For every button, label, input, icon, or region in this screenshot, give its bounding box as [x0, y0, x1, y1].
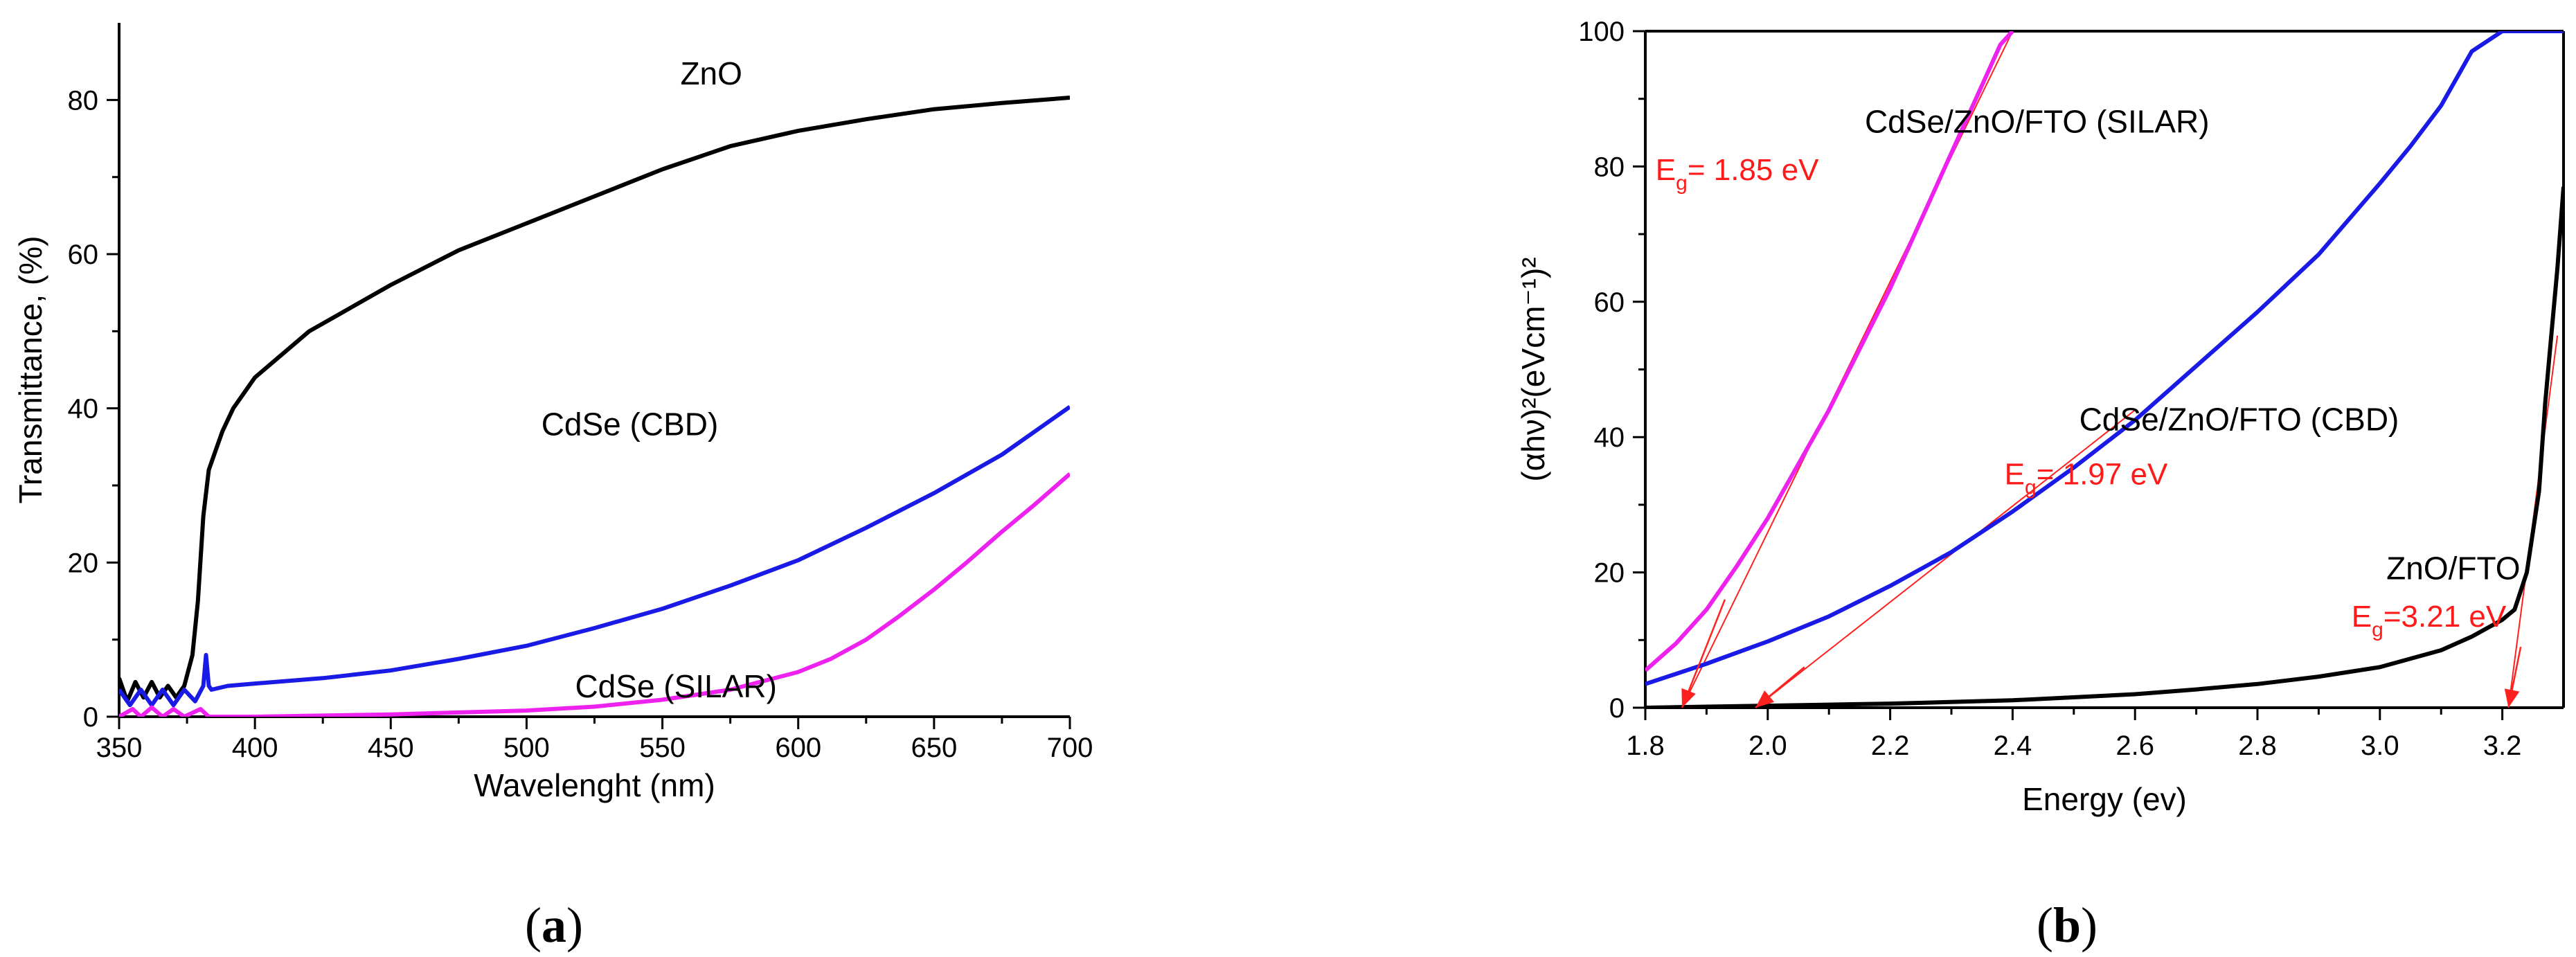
panel-b-y-tick-label: 20	[1594, 558, 1625, 589]
panel-a-x-tick-label: 650	[911, 733, 957, 763]
panel-a-x-tick-label: 550	[639, 733, 686, 763]
label-cdse-zno-fto-cbd: CdSe/ZnO/FTO (CBD)	[2079, 401, 2399, 437]
band-gap-subscript: g	[1676, 172, 1688, 195]
panel-b-x-tick-label: 3.0	[2361, 731, 2399, 761]
panel-label-close: )	[2081, 897, 2098, 953]
panel-b-chart: 1.8 2.0 2.2 2.4 2.6 2.8 3.0 3.2 0 20 40 60 80 100 Ener…	[1515, 17, 2565, 953]
panel-b-x-axis-title: Energy (ev)	[2022, 781, 2187, 817]
panel-b-y-tick-label: 80	[1594, 152, 1625, 182]
panel-b-x-tick-label: 2.8	[2238, 731, 2277, 761]
panel-b-arrow-shaft	[1681, 599, 1726, 708]
band-gap-label: Eg= 1.97 eV	[2005, 458, 2168, 499]
panel-b-x-tick-label: 2.6	[2116, 731, 2154, 761]
panel-label-open: (	[525, 897, 542, 953]
panel-b-x-tick-label: 2.2	[1871, 731, 1910, 761]
label-cdse-zno-fto-silar: CdSe/ZnO/FTO (SILAR)	[1865, 104, 2210, 140]
label-zno: ZnO	[680, 55, 742, 91]
band-gap-subscript: g	[2025, 476, 2037, 499]
panel-b-label: (b)	[2037, 897, 2098, 953]
panel-b-y-tick-label: 40	[1594, 422, 1625, 453]
panel-label-letter: b	[2053, 897, 2081, 953]
panel-a-y-tick-label: 80	[68, 85, 99, 116]
series-cdse-cbd-line	[119, 404, 1070, 708]
panel-a-x-tick-label: 450	[368, 733, 414, 763]
panel-label-close: )	[566, 897, 583, 953]
label-zno-fto: ZnO/FTO	[2386, 550, 2520, 586]
band-gap-value: =3.21 eV	[2383, 600, 2507, 634]
label-cdse-silar: CdSe (SILAR)	[575, 668, 776, 704]
panel-a-x-tick-label: 600	[775, 733, 821, 763]
panel-a-x-tick-label: 500	[503, 733, 550, 763]
panel-b-y-tick-label: 100	[1578, 17, 1625, 47]
band-gap-symbol: E	[1656, 153, 1676, 187]
band-gap-label: Eg=3.21 eV	[2352, 600, 2507, 641]
panel-a-x-tick-label: 350	[96, 733, 143, 763]
panel-a-label: (a)	[525, 897, 583, 953]
label-cdse-cbd: CdSe (CBD)	[542, 406, 719, 442]
panel-a-x-tick-label: 400	[232, 733, 278, 763]
band-gap-value: = 1.85 eV	[1688, 153, 1819, 187]
panel-a-y-tick-label: 40	[68, 394, 99, 424]
band-gap-symbol: E	[2005, 458, 2025, 492]
panel-b-fit-line	[1755, 409, 2136, 708]
panel-b-y-tick-label: 0	[1609, 693, 1625, 724]
panel-b-y-axis-title: (αhν)²(eVcm⁻¹)²	[1515, 257, 1551, 481]
band-gap-value: = 1.97 eV	[2037, 458, 2168, 492]
panel-a-y-tick-label: 0	[83, 702, 98, 733]
series-cdse-zno-fto-silar-line	[1645, 31, 2014, 672]
band-gap-label: Eg= 1.85 eV	[1656, 153, 1819, 195]
panel-label-open: (	[2037, 897, 2053, 953]
series-cdse-zno-fto-cbd-line	[1645, 31, 2564, 686]
panel-b-x-tick-label: 1.8	[1626, 731, 1665, 761]
panel-b-x-tick-label: 2.0	[1748, 731, 1787, 761]
panel-a-y-tick-label: 20	[68, 548, 99, 578]
panel-b-arrow-head	[1755, 690, 1775, 708]
panel-label-letter: a	[542, 897, 566, 953]
panel-a-x-axis-title: Wavelenght (nm)	[474, 767, 715, 803]
panel-b-arrow-head	[2504, 688, 2520, 708]
band-gap-symbol: E	[2352, 600, 2372, 634]
panel-a-x-tick-label: 700	[1047, 733, 1093, 763]
panel-b-x-tick-label: 2.4	[1994, 731, 2032, 761]
panel-a-chart: 350 400 450 500 550 600 650 700 0 20 40 60 80 Wavelen…	[12, 23, 1093, 953]
series-zno-line	[119, 96, 1070, 704]
series-cdse-silar-line	[119, 472, 1070, 717]
panel-a-y-axis-title: Transmittance, (%)	[12, 236, 48, 504]
panel-b-y-tick-label: 60	[1594, 287, 1625, 318]
panel-b-x-tick-label: 3.2	[2483, 731, 2522, 761]
series-zno-fto-line	[1645, 186, 2564, 708]
band-gap-subscript: g	[2372, 618, 2383, 641]
panel-a-y-tick-label: 60	[68, 240, 99, 270]
panel-b-arrow-head	[1681, 688, 1696, 708]
